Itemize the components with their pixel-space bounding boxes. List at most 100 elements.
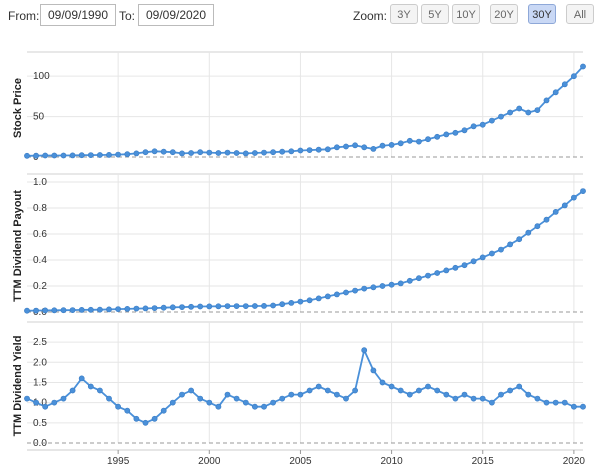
data-point xyxy=(306,147,313,153)
x-tick-label: 1995 xyxy=(107,456,130,467)
data-point xyxy=(24,395,30,402)
data-point xyxy=(42,152,49,159)
data-point xyxy=(242,399,249,406)
data-point xyxy=(561,202,568,209)
data-point xyxy=(561,399,568,406)
data-point xyxy=(488,117,495,124)
data-point xyxy=(188,150,194,156)
data-point xyxy=(151,148,158,155)
x-tick-label: 2000 xyxy=(198,456,221,467)
data-point xyxy=(315,383,322,390)
data-point xyxy=(552,399,559,406)
data-point xyxy=(461,127,468,134)
data-point xyxy=(188,303,194,310)
data-point xyxy=(124,305,131,312)
y-tick-label: 0.2 xyxy=(33,281,47,292)
y-axis-label: TTM Dividend Yield xyxy=(12,336,24,437)
y-axis-label: Stock Price xyxy=(12,78,24,138)
data-point xyxy=(270,302,276,309)
data-point xyxy=(498,391,504,398)
data-point xyxy=(498,246,504,253)
data-point xyxy=(51,152,58,159)
data-point xyxy=(479,121,486,128)
data-point xyxy=(133,150,140,157)
data-point xyxy=(333,391,340,398)
data-point xyxy=(443,391,450,398)
y-tick-label: 0.6 xyxy=(33,229,47,240)
data-point xyxy=(571,194,577,201)
data-point xyxy=(534,223,541,230)
data-point xyxy=(297,298,304,305)
data-point xyxy=(78,306,85,313)
data-point xyxy=(516,383,523,390)
data-point xyxy=(534,395,541,402)
data-point xyxy=(133,305,140,312)
data-point xyxy=(370,284,377,291)
data-point xyxy=(425,136,431,143)
y-tick-label: 1.0 xyxy=(33,398,47,409)
from-date-input[interactable]: 09/09/1990 xyxy=(40,4,116,26)
data-point xyxy=(452,129,459,136)
data-point xyxy=(215,303,222,310)
data-point xyxy=(106,151,112,158)
zoom-20y-button[interactable]: 20Y xyxy=(490,4,518,24)
data-point xyxy=(379,142,386,149)
data-point xyxy=(361,144,368,151)
data-point xyxy=(516,236,523,243)
data-point xyxy=(379,283,386,289)
data-point xyxy=(343,289,349,296)
data-point xyxy=(580,188,586,194)
data-point xyxy=(324,387,331,394)
data-point xyxy=(224,391,231,398)
data-point xyxy=(142,149,149,156)
data-point xyxy=(115,403,121,410)
data-point xyxy=(42,403,49,410)
data-point xyxy=(415,138,422,145)
data-point xyxy=(543,399,550,406)
data-point xyxy=(507,109,513,116)
y-tick-label: 0.4 xyxy=(33,255,47,266)
data-point xyxy=(361,285,368,292)
zoom-5y-button[interactable]: 5Y xyxy=(421,4,449,24)
data-point xyxy=(434,387,441,394)
data-point xyxy=(224,303,231,309)
data-point xyxy=(115,306,121,312)
y-tick-label: 1.0 xyxy=(33,177,47,188)
data-point xyxy=(233,395,240,402)
zoom-3y-button[interactable]: 3Y xyxy=(390,4,418,24)
data-point xyxy=(270,399,276,406)
data-point xyxy=(479,254,486,261)
data-point xyxy=(470,395,477,402)
data-point xyxy=(261,403,267,410)
y-tick-label: 0.0 xyxy=(33,438,47,449)
data-point xyxy=(188,387,194,394)
zoom-30y-button[interactable]: 30Y xyxy=(528,4,556,24)
x-tick-label: 2020 xyxy=(563,456,586,467)
data-point xyxy=(142,305,149,312)
to-date-input[interactable]: 09/09/2020 xyxy=(138,4,214,26)
data-point xyxy=(160,407,167,414)
data-point xyxy=(215,150,222,156)
data-point xyxy=(106,306,112,313)
data-point xyxy=(534,107,541,113)
data-point xyxy=(361,347,368,354)
data-point xyxy=(179,391,185,398)
zoom-all-button[interactable]: All xyxy=(566,4,594,24)
data-point xyxy=(251,150,258,156)
data-point xyxy=(297,147,304,154)
data-point xyxy=(425,272,431,279)
data-point xyxy=(507,241,513,248)
data-point xyxy=(124,407,131,414)
data-point xyxy=(78,375,85,382)
toolbar: From: 09/09/1990 To: 09/09/2020 Zoom: 3Y… xyxy=(0,0,600,28)
data-point xyxy=(224,149,231,156)
data-point xyxy=(580,63,586,70)
data-point xyxy=(580,403,586,410)
data-point xyxy=(434,133,441,140)
zoom-10y-button[interactable]: 10Y xyxy=(452,4,480,24)
y-tick-label: 1.5 xyxy=(33,377,47,388)
data-point xyxy=(279,301,286,308)
data-point xyxy=(315,295,322,302)
data-point xyxy=(552,89,559,96)
data-point xyxy=(488,399,495,406)
